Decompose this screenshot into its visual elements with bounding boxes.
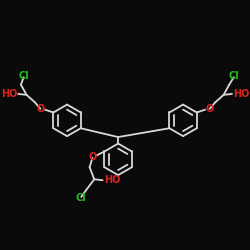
Text: Cl: Cl bbox=[228, 71, 239, 81]
Text: O: O bbox=[88, 152, 96, 162]
Text: HO: HO bbox=[104, 175, 121, 185]
Text: HO: HO bbox=[1, 89, 17, 99]
Text: Cl: Cl bbox=[76, 193, 87, 203]
Text: O: O bbox=[36, 104, 44, 114]
Text: HO: HO bbox=[233, 89, 249, 99]
Text: Cl: Cl bbox=[18, 71, 29, 81]
Text: O: O bbox=[206, 104, 214, 114]
